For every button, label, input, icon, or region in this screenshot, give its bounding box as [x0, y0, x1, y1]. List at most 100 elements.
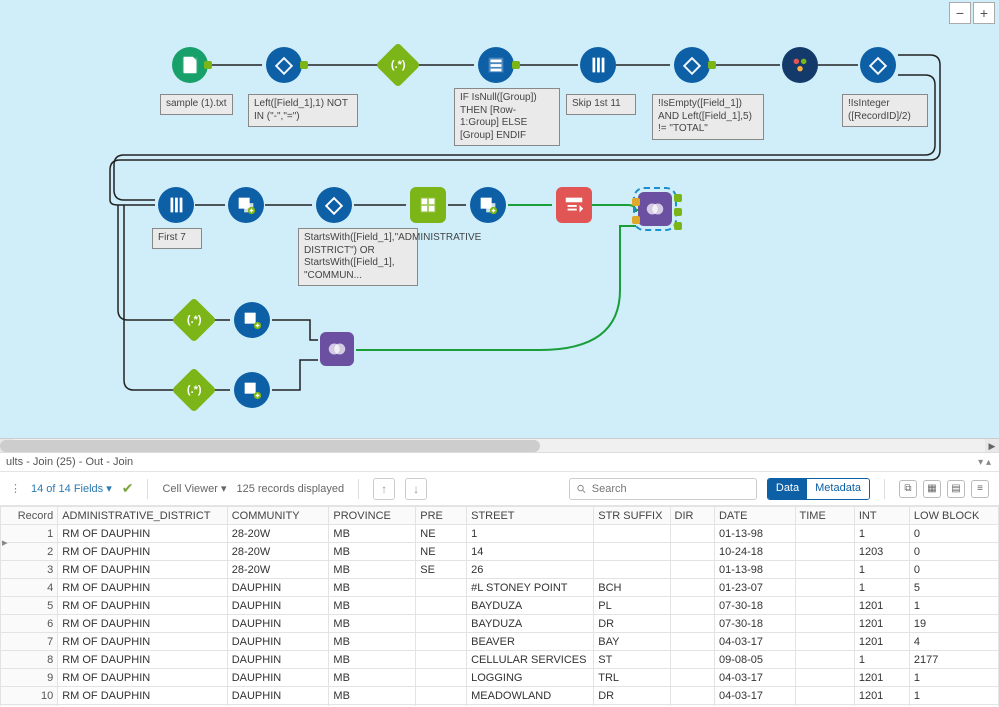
table-cell[interactable]: [416, 687, 467, 705]
table-cell[interactable]: DAUPHIN: [227, 669, 329, 687]
table-cell[interactable]: 07-30-18: [714, 615, 795, 633]
table-cell[interactable]: BCH: [594, 579, 670, 597]
table-cell[interactable]: [795, 705, 854, 707]
formula-tool-3[interactable]: (.*): [171, 367, 216, 412]
table-cell[interactable]: BAY: [594, 633, 670, 651]
table-cell[interactable]: NE: [416, 543, 467, 561]
table-cell[interactable]: 1: [854, 561, 909, 579]
table-cell[interactable]: 5: [909, 579, 998, 597]
table-cell[interactable]: DAUPHIN: [227, 705, 329, 707]
multirow-tool[interactable]: [478, 47, 514, 83]
table-cell[interactable]: MB: [329, 615, 416, 633]
column-header[interactable]: LOW BLOCK: [909, 507, 998, 525]
join-out-j[interactable]: [674, 208, 682, 216]
table-cell[interactable]: 1: [909, 597, 998, 615]
table-cell[interactable]: 1: [909, 687, 998, 705]
table-cell[interactable]: MB: [329, 669, 416, 687]
table-cell[interactable]: [594, 525, 670, 543]
table-cell[interactable]: [795, 561, 854, 579]
column-header[interactable]: STREET: [467, 507, 594, 525]
table-cell[interactable]: 1: [854, 525, 909, 543]
table-cell[interactable]: 4: [1, 579, 58, 597]
table-cell[interactable]: 3: [1, 561, 58, 579]
append-tool-1[interactable]: [228, 187, 264, 223]
table-row[interactable]: 1RM OF DAUPHIN28-20WMBNE101-13-9810: [1, 525, 999, 543]
table-cell[interactable]: 4: [909, 633, 998, 651]
table-cell[interactable]: PLUM: [467, 705, 594, 707]
table-cell[interactable]: 09-08-05: [714, 651, 795, 669]
table-cell[interactable]: 07-30-18: [714, 597, 795, 615]
table-cell[interactable]: [795, 597, 854, 615]
table-row[interactable]: 6RM OF DAUPHINDAUPHINMBBAYDUZADR07-30-18…: [1, 615, 999, 633]
anchor[interactable]: [708, 61, 716, 69]
search-input[interactable]: [592, 483, 750, 495]
table-row[interactable]: 4RM OF DAUPHINDAUPHINMB#L STONEY POINTBC…: [1, 579, 999, 597]
table-cell[interactable]: 0: [909, 561, 998, 579]
anchor[interactable]: [512, 61, 520, 69]
table-cell[interactable]: [594, 543, 670, 561]
table-cell[interactable]: 6: [1, 615, 58, 633]
table-row[interactable]: 9RM OF DAUPHINDAUPHINMBLOGGINGTRL04-03-1…: [1, 669, 999, 687]
transpose-tool[interactable]: [410, 187, 446, 223]
append-tool-3[interactable]: [234, 302, 270, 338]
table-row[interactable]: 7RM OF DAUPHINDAUPHINMBBEAVERBAY04-03-17…: [1, 633, 999, 651]
table-cell[interactable]: 1: [854, 579, 909, 597]
input-data-tool[interactable]: [172, 47, 208, 83]
table-cell[interactable]: 04-03-17: [714, 705, 795, 707]
table-cell[interactable]: DAUPHIN: [227, 633, 329, 651]
table-cell[interactable]: 04-03-17: [714, 633, 795, 651]
table-cell[interactable]: [795, 633, 854, 651]
copy-icon[interactable]: ⧉: [899, 480, 917, 498]
table-cell[interactable]: [795, 525, 854, 543]
table-cell[interactable]: RM OF DAUPHIN: [58, 705, 228, 707]
table-cell[interactable]: #L STONEY POINT: [467, 579, 594, 597]
table-cell[interactable]: NE: [416, 525, 467, 543]
table-cell[interactable]: [795, 669, 854, 687]
table-cell[interactable]: 28-20W: [227, 561, 329, 579]
table-cell[interactable]: LOGGING: [467, 669, 594, 687]
data-tab[interactable]: Data: [768, 479, 807, 499]
table-cell[interactable]: 2: [1, 543, 58, 561]
filter-tool-3[interactable]: [860, 47, 896, 83]
results-grid[interactable]: RecordADMINISTRATIVE_DISTRICTCOMMUNITYPR…: [0, 506, 999, 706]
table-cell[interactable]: BAY: [594, 705, 670, 707]
table-cell[interactable]: [670, 669, 714, 687]
table-cell[interactable]: 1: [854, 651, 909, 669]
save-icon[interactable]: ▦: [923, 480, 941, 498]
table-cell[interactable]: [594, 561, 670, 579]
table-cell[interactable]: MB: [329, 543, 416, 561]
metadata-tab[interactable]: Metadata: [807, 479, 869, 499]
table-cell[interactable]: 28-20W: [227, 543, 329, 561]
table-cell[interactable]: 9: [1, 669, 58, 687]
table-cell[interactable]: 26: [467, 561, 594, 579]
table-row[interactable]: 5RM OF DAUPHINDAUPHINMBBAYDUZAPL07-30-18…: [1, 597, 999, 615]
canvas-scrollbar[interactable]: ◀ ▶: [0, 438, 999, 452]
table-cell[interactable]: [416, 669, 467, 687]
table-cell[interactable]: [795, 687, 854, 705]
table-cell[interactable]: ST: [594, 651, 670, 669]
table-cell[interactable]: RM OF DAUPHIN: [58, 669, 228, 687]
table-cell[interactable]: 8: [1, 651, 58, 669]
table-cell[interactable]: MB: [329, 705, 416, 707]
anchor[interactable]: [300, 61, 308, 69]
table-cell[interactable]: BAYDUZA: [467, 597, 594, 615]
column-header[interactable]: PRE: [416, 507, 467, 525]
table-cell[interactable]: 0: [909, 543, 998, 561]
column-header[interactable]: PROVINCE: [329, 507, 416, 525]
column-header[interactable]: TIME: [795, 507, 854, 525]
table-cell[interactable]: RM OF DAUPHIN: [58, 597, 228, 615]
column-header[interactable]: DIR: [670, 507, 714, 525]
column-header[interactable]: INT: [854, 507, 909, 525]
table-cell[interactable]: 5: [909, 705, 998, 707]
zoom-in-button[interactable]: +: [973, 2, 995, 24]
column-header[interactable]: ADMINISTRATIVE_DISTRICT: [58, 507, 228, 525]
scroll-thumb[interactable]: [0, 440, 540, 452]
table-cell[interactable]: 28-20W: [227, 525, 329, 543]
table-cell[interactable]: [795, 579, 854, 597]
results-dropdown-icon[interactable]: ▾ ▴: [978, 457, 991, 468]
table-cell[interactable]: 1203: [854, 543, 909, 561]
table-cell[interactable]: MB: [329, 525, 416, 543]
table-cell[interactable]: RM OF DAUPHIN: [58, 579, 228, 597]
table-cell[interactable]: MB: [329, 633, 416, 651]
table-cell[interactable]: [670, 579, 714, 597]
